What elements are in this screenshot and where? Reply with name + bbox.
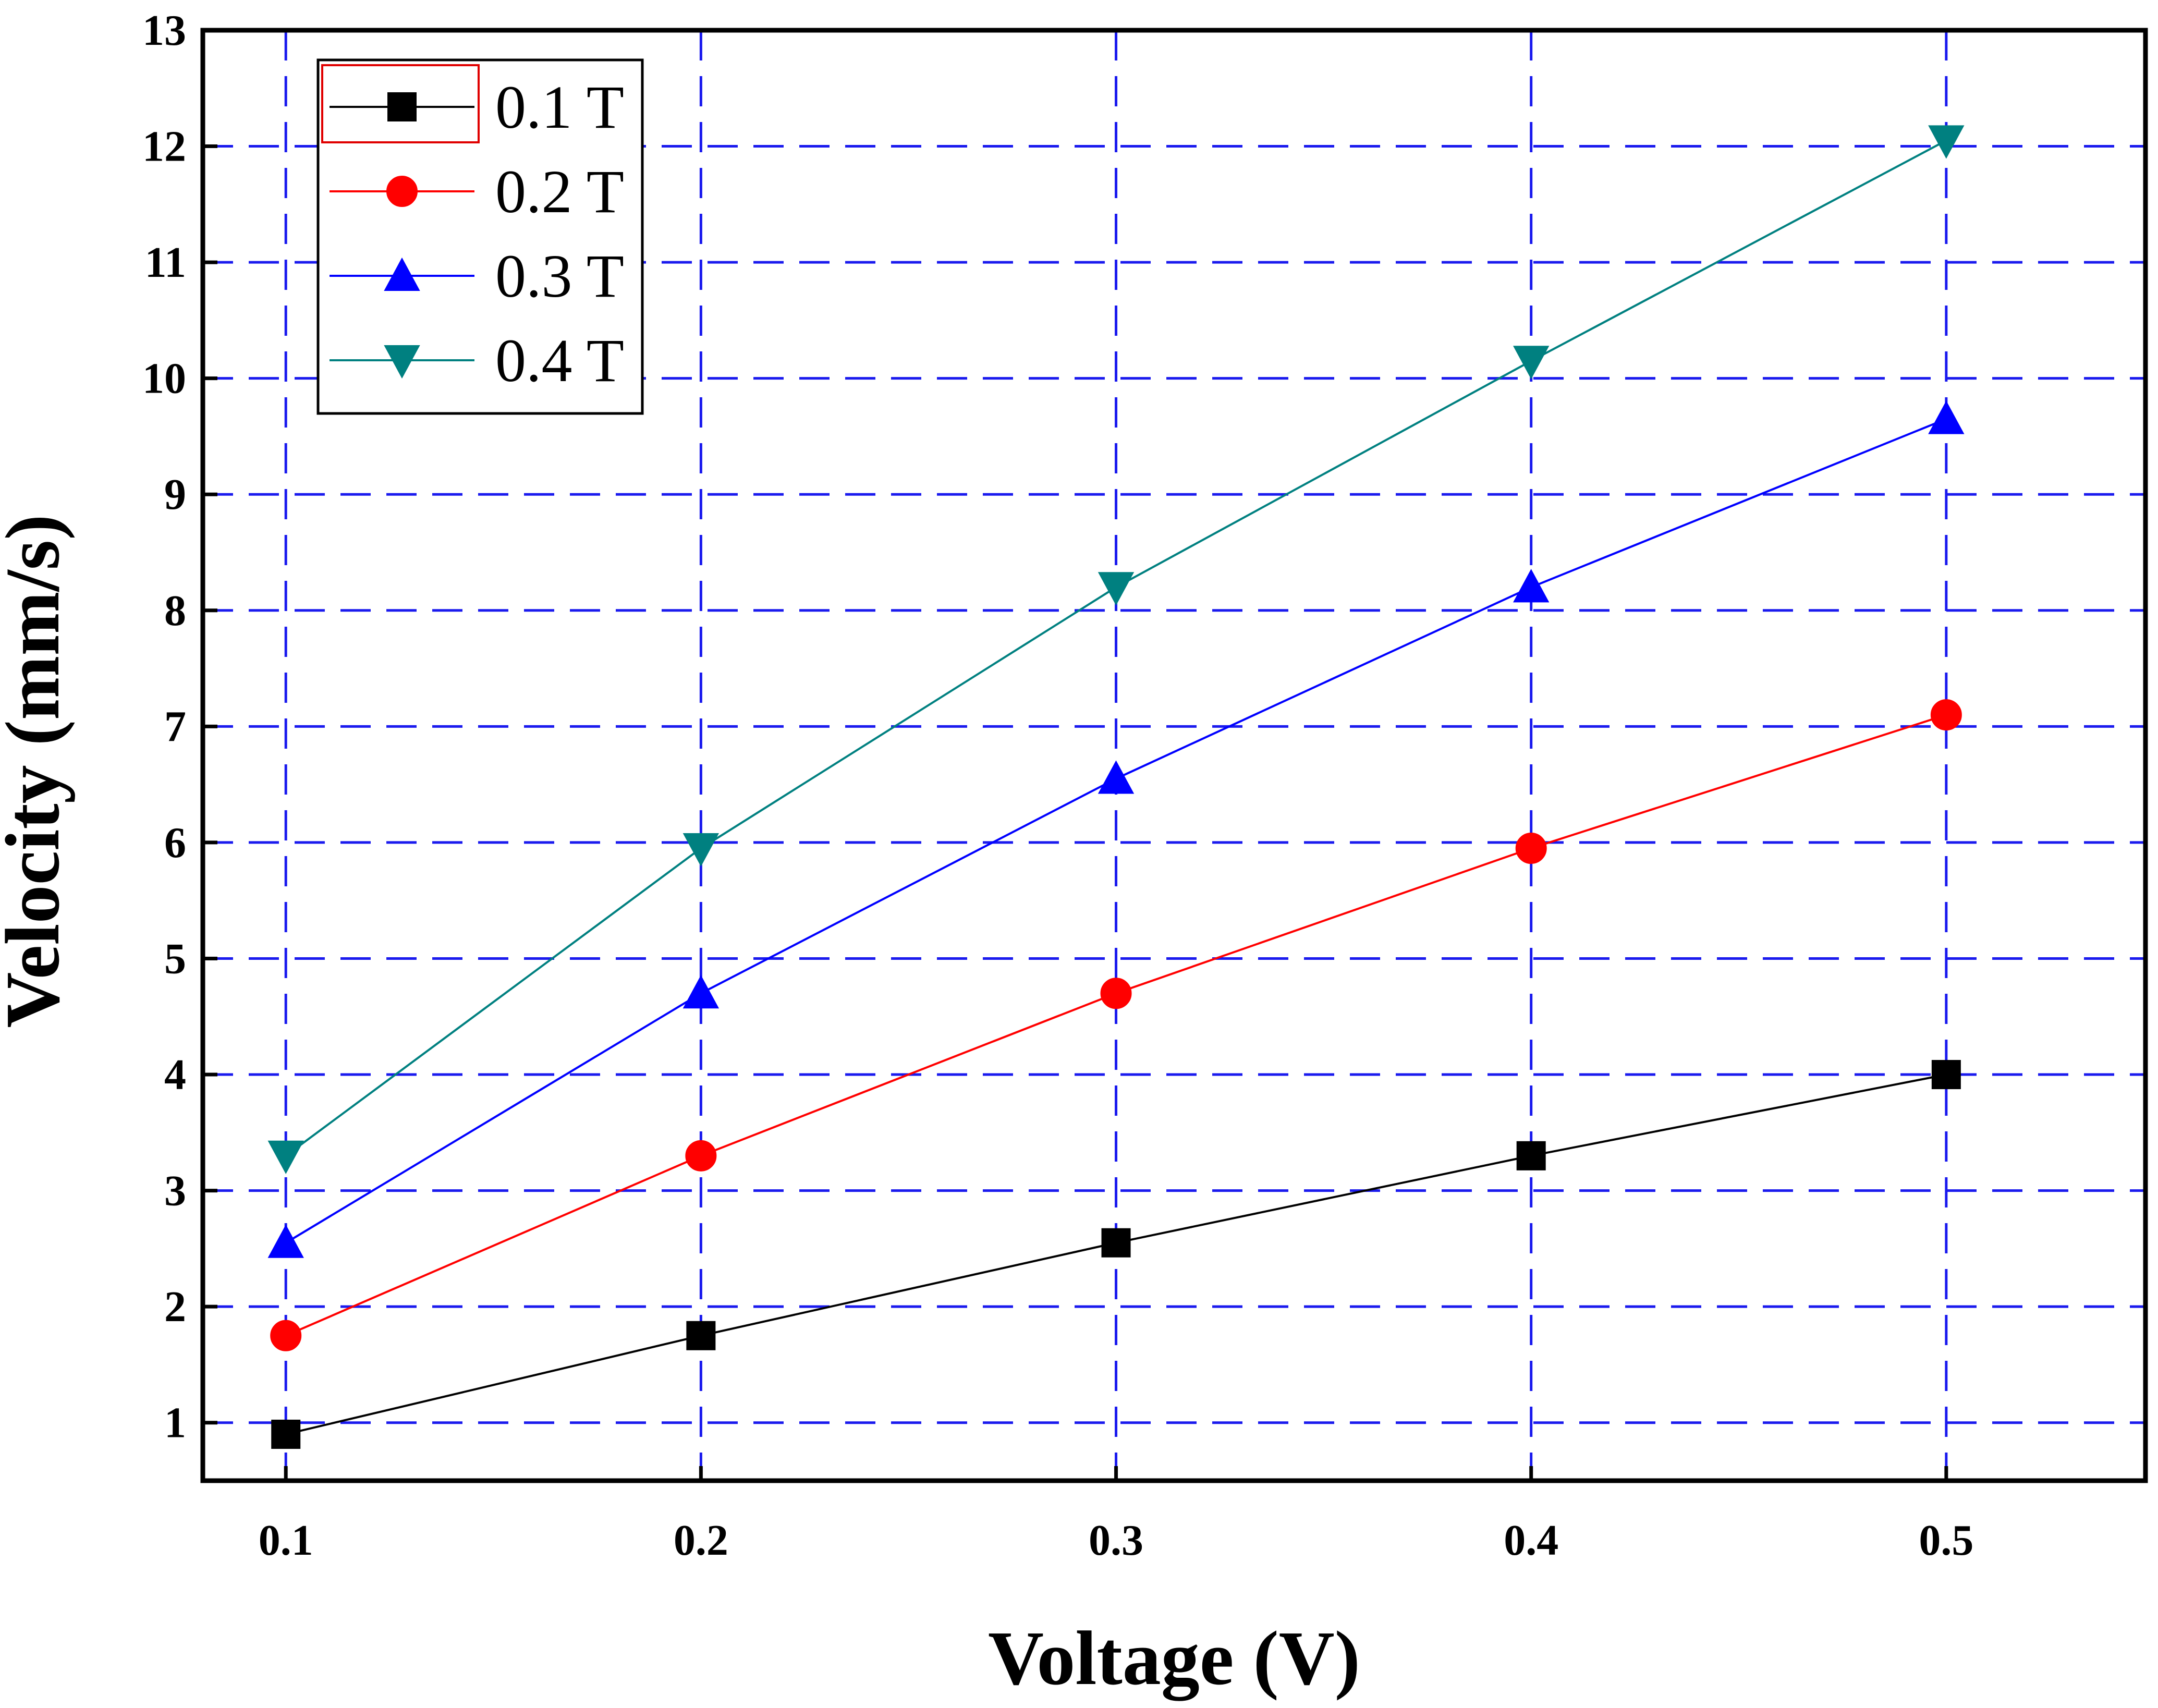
series-0-4-t <box>267 125 1965 1174</box>
legend-selection-highlight <box>321 64 480 143</box>
series-0-3-t <box>267 400 1965 1258</box>
data-point <box>1513 569 1550 603</box>
data-point <box>1516 1141 1546 1170</box>
legend-marker <box>387 92 417 121</box>
data-point <box>271 1419 301 1449</box>
legend-box <box>316 58 644 415</box>
data-point <box>685 1140 717 1172</box>
data-point <box>1098 572 1135 606</box>
legend: 0.1 T 0.2 T 0.3 T 0.4 T <box>316 58 644 415</box>
data-point <box>1928 125 1965 159</box>
legend-item: 0.4 T <box>330 326 624 395</box>
legend-marker <box>384 345 420 379</box>
y-tick-label: 2 <box>164 1283 186 1331</box>
legend-marker <box>384 257 420 291</box>
legend-label: 0.3 T <box>495 242 624 310</box>
data-point <box>1930 699 1962 731</box>
data-point <box>1513 346 1550 380</box>
legend-label: 0.2 T <box>495 157 624 226</box>
y-tick-label: 11 <box>145 238 186 287</box>
data-point <box>1931 1060 1961 1090</box>
x-tick-label: 0.5 <box>1919 1516 1973 1565</box>
legend-marker <box>386 176 418 207</box>
series-layer <box>267 125 1965 1449</box>
data-point <box>682 975 720 1009</box>
y-tick-label: 4 <box>164 1051 186 1099</box>
data-point <box>270 1320 302 1351</box>
data-point <box>1515 833 1547 864</box>
y-tick-label: 5 <box>164 934 186 983</box>
y-tick-label: 9 <box>164 470 186 519</box>
y-tick-label: 6 <box>164 819 186 867</box>
legend-item: 0.2 T <box>330 157 624 226</box>
y-tick-label: 10 <box>142 355 186 403</box>
y-tick-label: 3 <box>164 1167 186 1215</box>
x-axis-title: Voltage (V) <box>988 1616 1360 1701</box>
data-point <box>686 1321 716 1350</box>
y-axis-title: Velocity (mm/s) <box>0 514 76 1028</box>
y-tick-label: 12 <box>142 123 186 171</box>
data-point <box>267 1224 304 1258</box>
x-tick-label: 0.4 <box>1504 1516 1558 1565</box>
legend-item: 0.1 T <box>330 73 624 141</box>
y-tick-label: 8 <box>164 587 186 635</box>
x-tick-label: 0.3 <box>1089 1516 1143 1565</box>
data-point <box>1100 978 1132 1009</box>
y-tick-label: 13 <box>142 6 186 55</box>
plot-frame <box>200 28 2148 1483</box>
data-point <box>1928 400 1965 434</box>
data-point <box>682 833 720 867</box>
y-tick-label: 7 <box>164 702 186 751</box>
y-tick-label: 1 <box>164 1399 186 1447</box>
legend-item: 0.3 T <box>330 242 624 310</box>
data-point <box>1098 760 1135 794</box>
x-tick-label: 0.1 <box>259 1516 313 1565</box>
legend-label: 0.1 T <box>495 73 624 141</box>
x-tick-label: 0.2 <box>674 1516 728 1565</box>
series-0-1-t <box>271 1060 1961 1449</box>
data-point <box>267 1140 304 1174</box>
series-0-2-t <box>270 699 1962 1351</box>
legend-label: 0.4 T <box>495 326 624 395</box>
data-point <box>1101 1228 1131 1258</box>
